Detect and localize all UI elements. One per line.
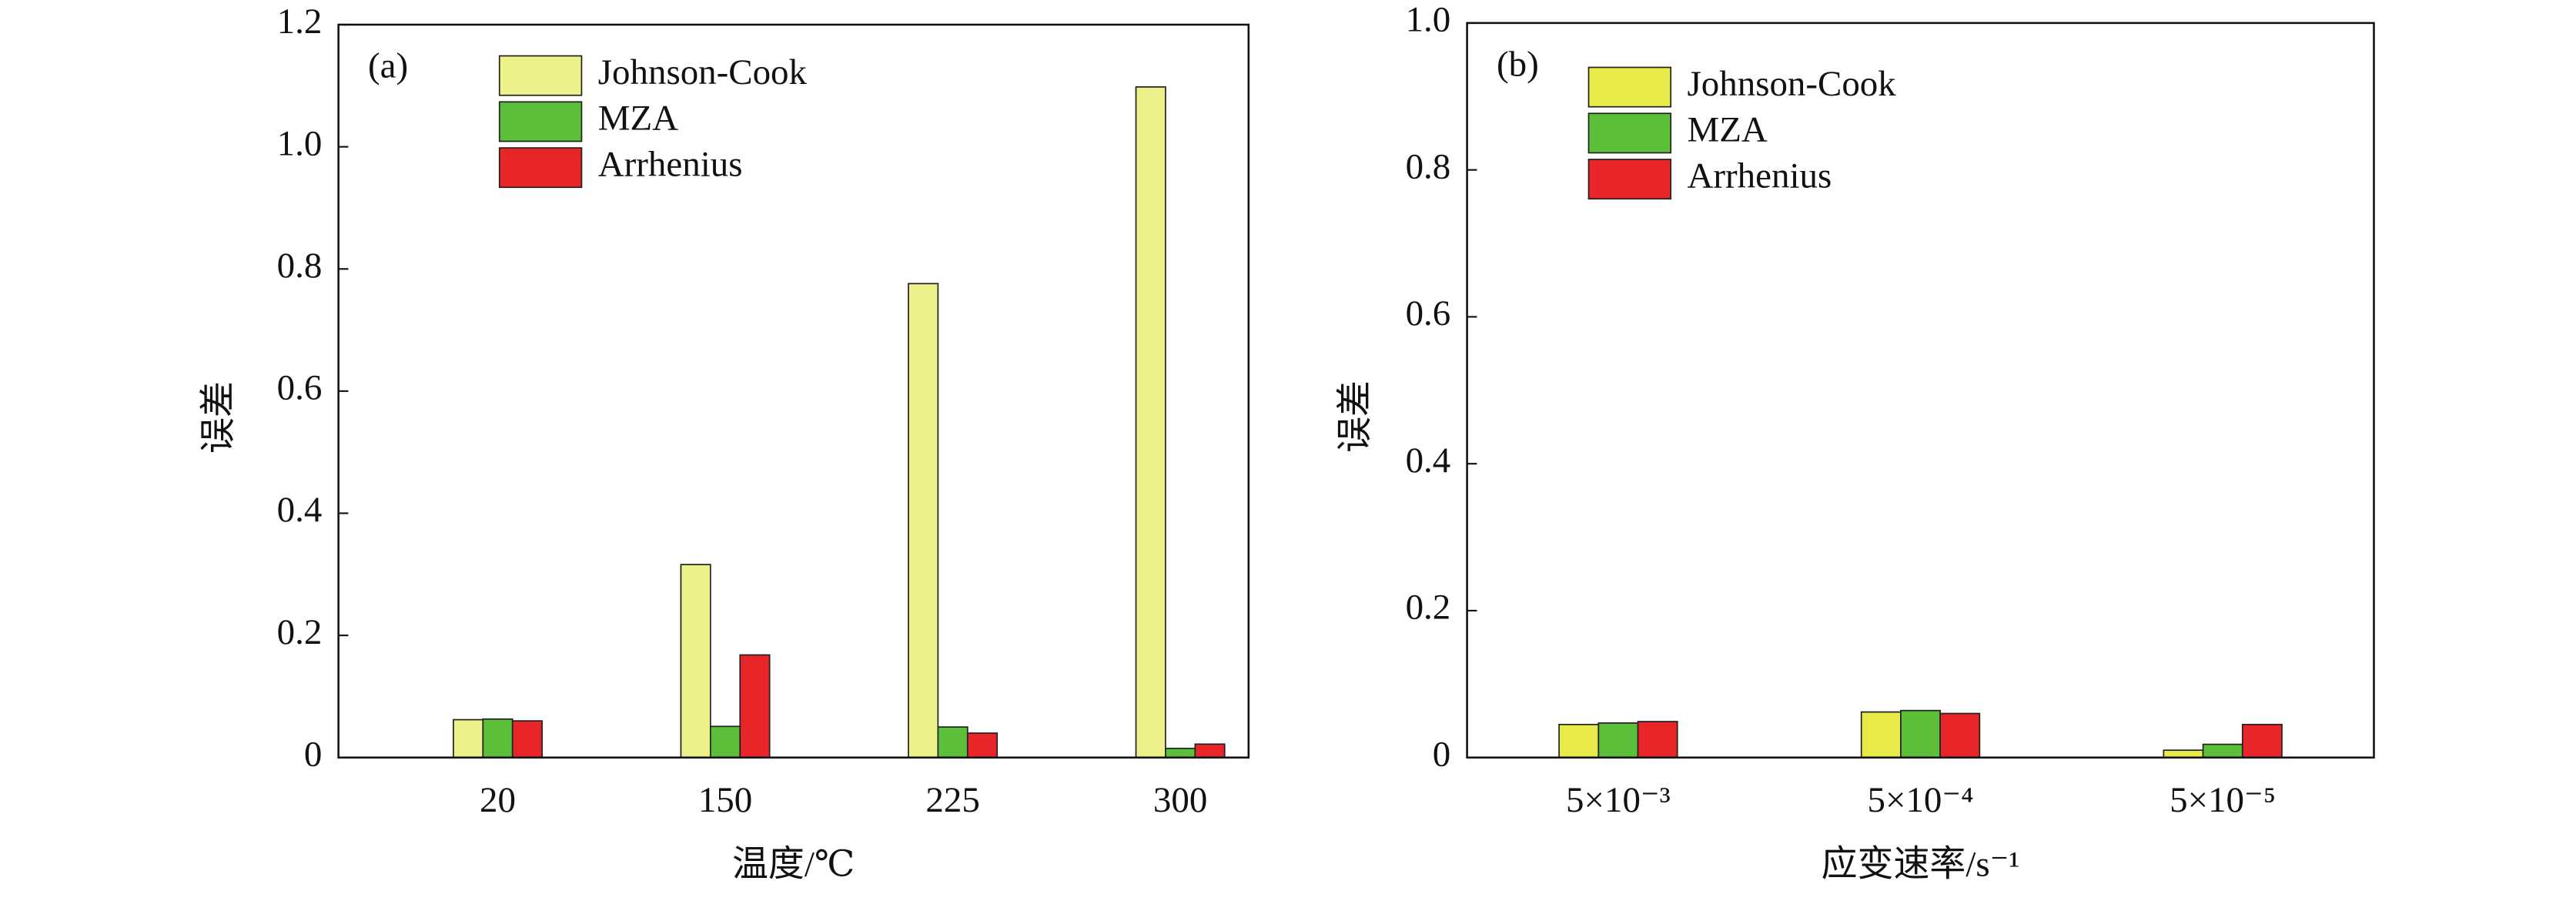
legend-swatch <box>498 101 583 142</box>
x-tick-label: 225 <box>925 780 979 820</box>
y-tick-label: 0 <box>304 734 322 774</box>
panel-label: (b) <box>1497 44 1539 84</box>
panel-label: (a) <box>368 45 408 85</box>
bar <box>1194 743 1226 759</box>
legend-label: Johnson-Cook <box>1688 64 1897 104</box>
legend-label: Arrhenius <box>1688 156 1832 196</box>
x-axis-label: 应变速率/s⁻¹ <box>1822 844 2020 884</box>
y-tick-label: 0.6 <box>277 368 323 408</box>
legend-swatch <box>1587 66 1672 108</box>
bar <box>1558 723 1600 759</box>
y-tick-label: 0.2 <box>1406 588 1451 628</box>
chart-panel: 0 0.2 0.4 0.6 0.8 1.0 1.2 20 150 225 300 (a) 温度/℃ 误差 J… <box>199 2 1250 884</box>
bar <box>1900 709 1941 759</box>
bar <box>966 732 999 759</box>
y-axis-label: 误差 <box>1336 380 1376 453</box>
bar <box>709 725 741 759</box>
y-tick-label: 1.0 <box>277 123 323 163</box>
x-tick-label: 5×10⁻³ <box>1566 780 1671 820</box>
x-tick-label: 5×10⁻⁴ <box>1868 780 1974 820</box>
y-tick-label: 0.8 <box>277 246 323 286</box>
bar <box>1165 747 1196 759</box>
bar <box>453 718 484 759</box>
bar <box>1637 721 1678 759</box>
x-tick-label: 5×10⁻⁵ <box>2170 780 2276 820</box>
y-tick-label: 1.0 <box>1406 0 1451 40</box>
bar <box>937 726 969 759</box>
y-axis-label: 误差 <box>199 381 239 454</box>
chart-panel: 0 0.2 0.4 0.6 0.8 1.0 5×10⁻³ 5×10⁻⁴ 5×10⁻⁵ (b) 应变速… <box>1336 0 2375 884</box>
x-tick-label: 150 <box>698 780 752 820</box>
legend-label: MZA <box>598 99 678 139</box>
bar <box>1135 86 1166 759</box>
plot-frame <box>337 23 1250 759</box>
bar <box>511 720 543 759</box>
bar <box>482 718 514 759</box>
x-axis-label: 温度/℃ <box>732 844 855 884</box>
x-tick-label: 20 <box>480 780 516 820</box>
legend-swatch <box>1587 112 1672 154</box>
y-tick-label: 0 <box>1433 734 1450 774</box>
y-tick-label: 0.2 <box>277 612 323 652</box>
legend-swatch <box>498 55 583 96</box>
y-tick-label: 0.6 <box>1406 293 1451 333</box>
y-tick-label: 0.8 <box>1406 146 1451 186</box>
bar <box>1939 712 1981 759</box>
bar <box>908 283 939 759</box>
y-tick-label: 0.4 <box>1406 440 1451 481</box>
bar <box>680 564 711 759</box>
y-tick-label: 1.2 <box>277 2 323 42</box>
x-tick-label: 300 <box>1153 780 1207 820</box>
bar <box>2241 723 2283 759</box>
y-tick-label: 0.4 <box>277 490 323 530</box>
plot-frame <box>1466 22 2375 759</box>
legend-swatch <box>1587 159 1672 200</box>
bar <box>1860 711 1902 759</box>
legend-label: Johnson-Cook <box>598 52 808 92</box>
legend-label: MZA <box>1688 110 1768 150</box>
legend-swatch <box>498 147 583 189</box>
bar <box>1597 722 1639 759</box>
bar <box>2202 743 2243 759</box>
bar <box>739 654 771 759</box>
legend-label: Arrhenius <box>598 144 743 184</box>
bar <box>2163 749 2204 759</box>
